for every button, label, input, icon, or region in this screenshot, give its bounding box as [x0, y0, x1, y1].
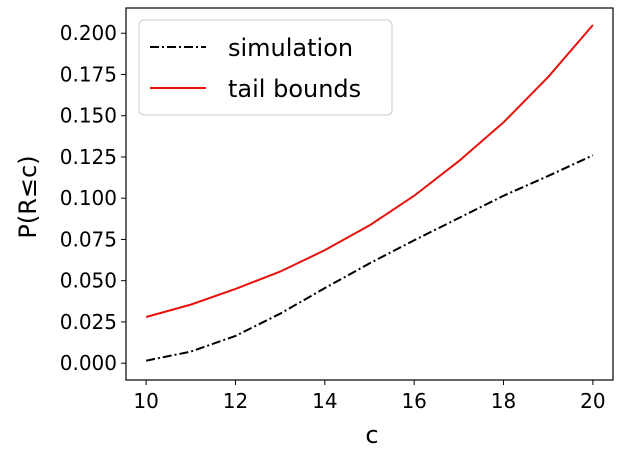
y-tick-label: 0.150	[60, 104, 117, 128]
x-tick-label: 18	[491, 389, 516, 413]
y-tick-label: 0.050	[60, 269, 117, 293]
y-tick-label: 0.100	[60, 186, 117, 210]
y-tick-label: 0.025	[60, 310, 117, 334]
x-axis-label: c	[365, 421, 378, 449]
x-tick-label: 16	[401, 389, 426, 413]
x-tick-label: 10	[133, 389, 158, 413]
series-line-simulation	[145, 154, 594, 362]
y-axis: 0.000 0.025 0.050 0.075 0.100 0.125 0.150 0.175…	[60, 21, 126, 375]
y-tick-label: 0.200	[60, 21, 117, 45]
x-tick-label: 14	[312, 389, 337, 413]
series-layer	[145, 24, 594, 362]
x-tick-label: 12	[223, 389, 248, 413]
x-axis: 10 12 14 16 18 20	[133, 380, 606, 413]
legend-label-simulation: simulation	[228, 34, 353, 62]
y-tick-label: 0.000	[60, 351, 117, 375]
series-line-tail-bounds	[145, 24, 594, 318]
legend-label-tail-bounds: tail bounds	[228, 75, 361, 103]
y-axis-label: P(R≤c)	[14, 155, 42, 238]
legend-frame	[138, 19, 393, 116]
y-tick-label: 0.075	[60, 227, 117, 251]
x-tick-label: 20	[580, 389, 605, 413]
legend: simulation tail bounds	[138, 19, 393, 116]
y-tick-label: 0.125	[60, 145, 117, 169]
y-tick-label: 0.175	[60, 62, 117, 86]
